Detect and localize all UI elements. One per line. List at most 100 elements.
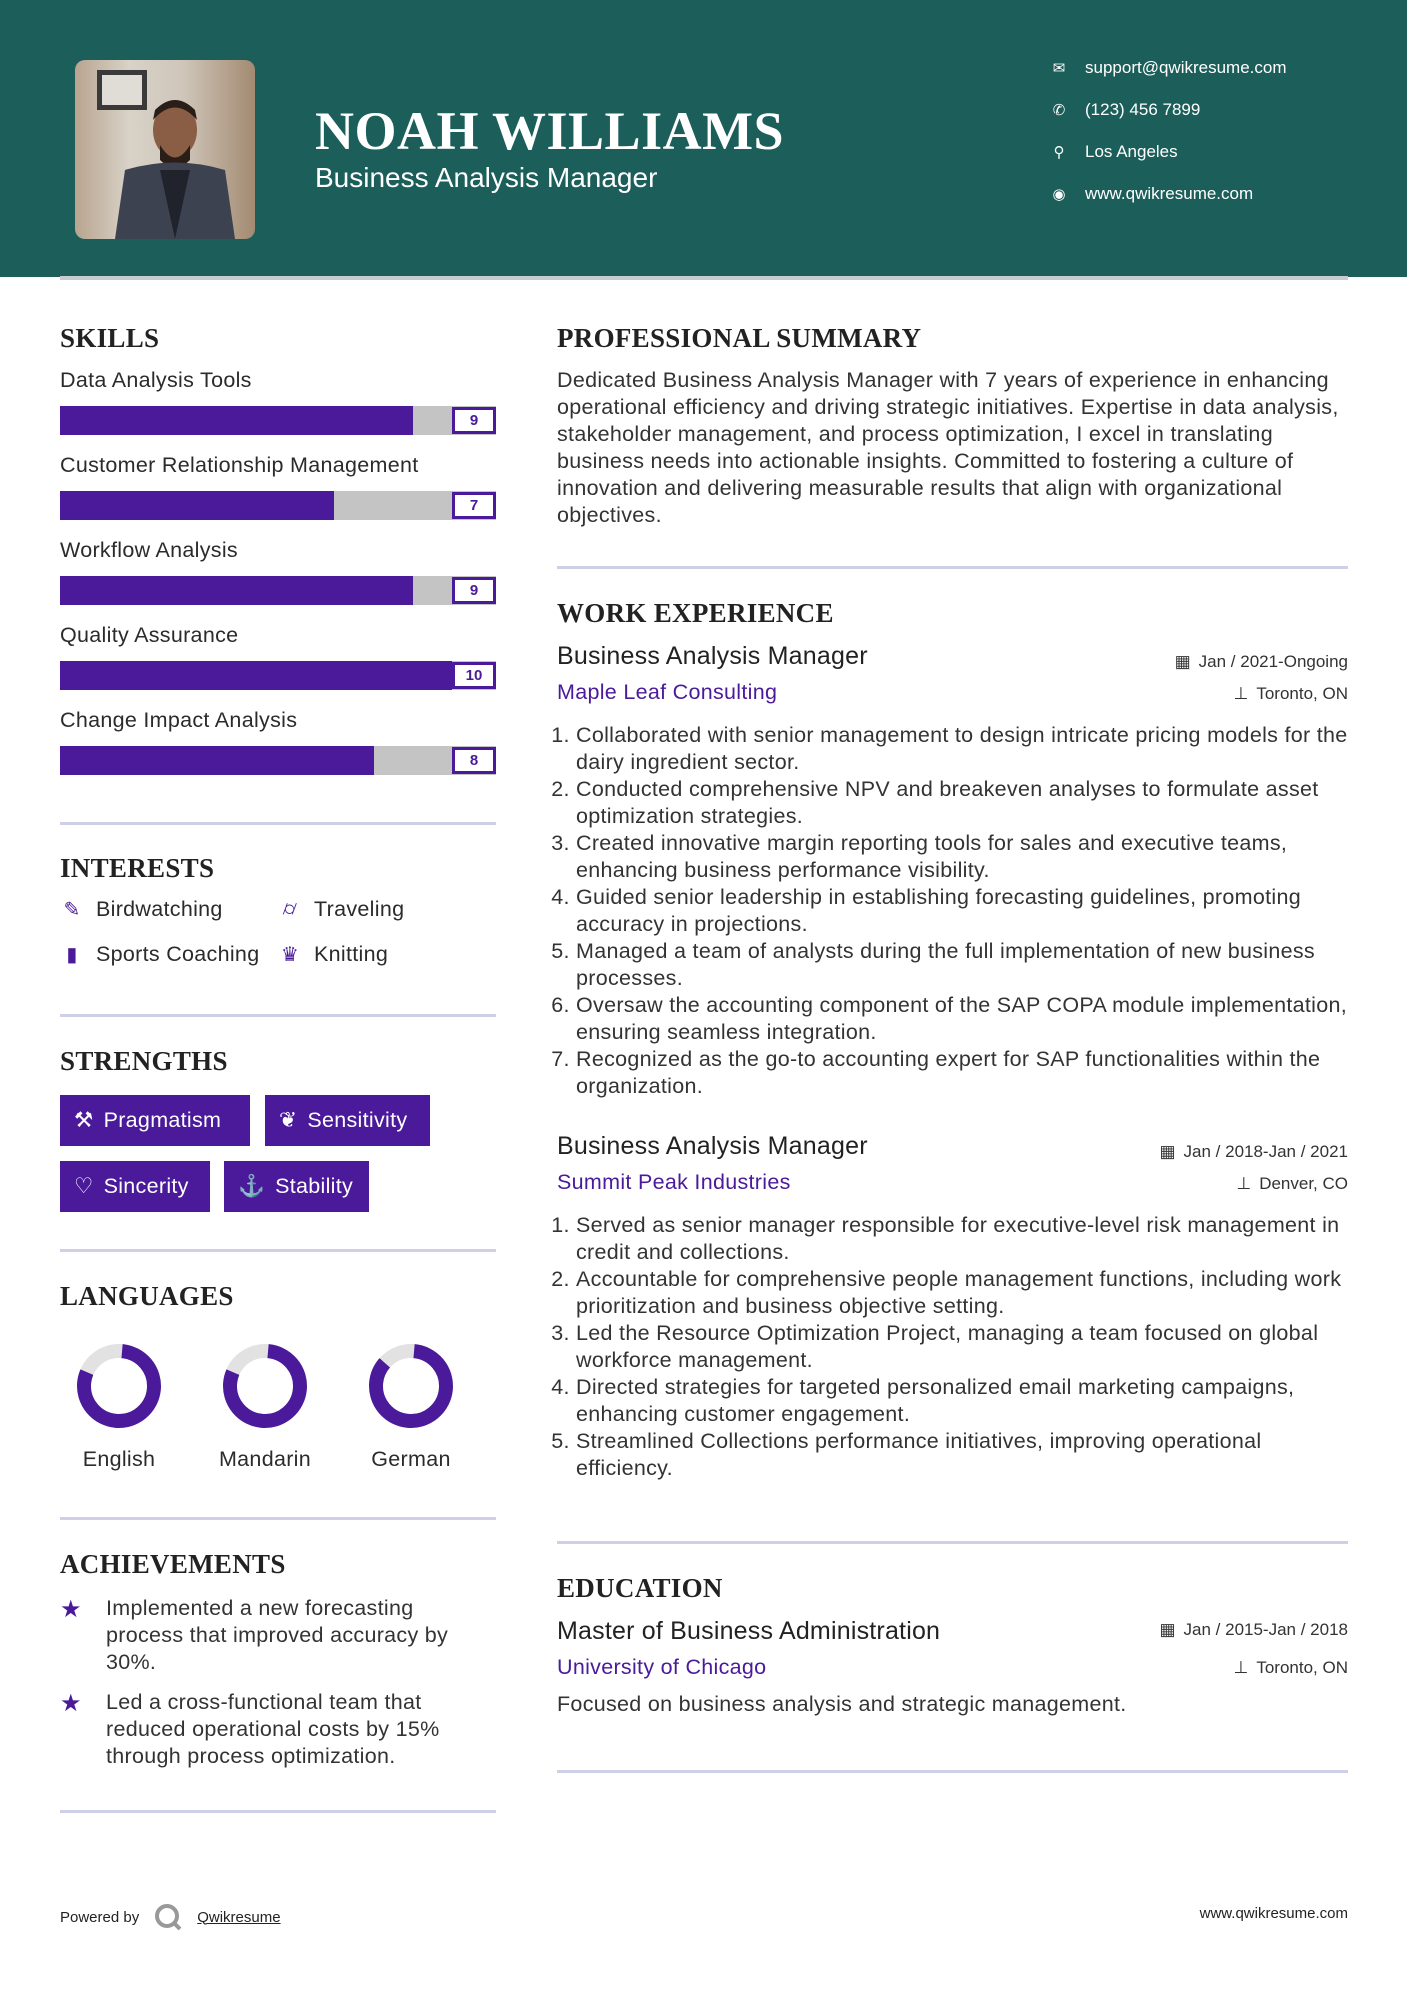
trophy-icon: ♛ [280,944,300,966]
interest-item: ✎ Birdwatching [60,897,223,922]
language-label: English [82,1447,156,1471]
strength-label: Stability [275,1174,354,1198]
divider [557,566,1348,569]
location-text: Los Angeles [1085,142,1178,161]
gavel-icon: ⚒ [74,1108,94,1132]
heart-icon: ♡ [74,1174,94,1198]
job-bullet: Guided senior leadership in establishing… [576,884,1348,938]
job-title: Business Analysis Manager [557,1132,868,1160]
job-bullets: Served as senior manager responsible for… [557,1212,1348,1482]
degree: Master of Business Administration [557,1617,941,1645]
leaf-icon: ❦ [279,1108,298,1132]
star-icon: ★ [60,1690,82,1717]
calendar-icon: ▦ [1159,1620,1176,1639]
achievement-item: ★ Implemented a new forecasting process t… [60,1595,496,1676]
job-bullet: Streamlined Collections performance init… [576,1428,1348,1482]
languages-heading: LANGUAGES [60,1281,234,1311]
skill-name: Data Analysis Tools [60,368,252,392]
divider [60,1810,496,1813]
qwikresume-link[interactable]: Qwikresume [197,1908,281,1926]
achievement-text: Led a cross-functional team that reduced… [106,1690,440,1768]
skill-level: 7 [452,492,496,519]
strength-tag: ⚓ Stability [224,1161,369,1212]
strength-tag: ♡ Sincerity [60,1161,210,1212]
contact-email[interactable]: ✉ support@qwikresume.com [1051,58,1287,78]
skill-level: 10 [452,662,496,689]
skill-name: Quality Assurance [60,623,239,647]
strength-label: Sensitivity [307,1108,408,1132]
strength-label: Pragmatism [103,1108,222,1132]
skill-bar-fill [60,576,413,605]
job-dates: ▦ Jan / 2018-Jan / 2021 [1159,1142,1348,1162]
interest-item: ♛ Knitting [278,942,388,967]
job-bullet: Accountable for comprehensive people man… [576,1266,1348,1320]
job-bullets: Collaborated with senior management to d… [557,722,1348,1100]
divider [557,1541,1348,1544]
location-text: Toronto, ON [1256,1658,1348,1677]
skill-bar-fill [60,661,452,690]
job-title: Business Analysis Manager [557,642,868,670]
interests-heading: INTERESTS [60,853,215,883]
job-bullet: Managed a team of analysts during the fu… [576,938,1348,992]
language-label: German [371,1447,451,1471]
job-bullet: Led the Resource Optimization Project, m… [576,1320,1348,1374]
skill-name: Customer Relationship Management [60,453,419,477]
experience-heading: WORK EXPERIENCE [557,598,834,628]
anchor-icon: ⚓ [238,1174,266,1198]
achievement-text: Implemented a new forecasting process th… [106,1596,449,1674]
company-name: Summit Peak Industries [557,1170,791,1194]
job-bullet: Created innovative margin reporting tool… [576,830,1348,884]
skill-name: Change Impact Analysis [60,708,298,732]
map-marker-icon: ⚲ [1053,144,1065,161]
contact-location: ⚲ Los Angeles [1051,142,1178,162]
interest-label: Sports Coaching [96,942,260,966]
skill-bar: 9 [60,576,496,605]
website-text: www.qwikresume.com [1085,184,1254,203]
divider [60,1249,496,1252]
contact-website[interactable]: ◉ www.qwikresume.com [1051,184,1253,204]
briefcase-icon: ▮ [66,944,78,966]
interest-item: ⌭ Traveling [278,897,404,922]
edit-icon: ✎ [63,899,81,921]
divider [60,822,496,825]
calendar-icon: ▦ [1159,1142,1176,1161]
divider [557,1770,1348,1773]
skill-bar-fill [60,406,413,435]
strength-label: Sincerity [103,1174,189,1198]
header-divider [60,276,1348,280]
strength-tag: ❦ Sensitivity [265,1095,430,1146]
school-name: University of Chicago [557,1655,767,1679]
skill-level: 9 [452,577,496,604]
contact-phone[interactable]: ✆ (123) 456 7899 [1051,100,1201,120]
skill-item: Quality Assurance 10 [60,623,496,690]
globe-icon: ◉ [1052,186,1066,203]
phone-text: (123) 456 7899 [1085,100,1201,119]
job-dates: ▦ Jan / 2021-Ongoing [1175,652,1348,672]
binoculars-icon: ⌭ [282,898,298,920]
pin-icon: ⊥ [1236,1174,1252,1193]
education-heading: EDUCATION [557,1573,723,1603]
skill-bar-fill [60,491,335,520]
location-text: Denver, CO [1259,1174,1348,1193]
footer-website[interactable]: www.qwikresume.com [1199,1905,1348,1922]
email-text: support@qwikresume.com [1085,58,1287,77]
powered-by: Powered by Qwikresume [60,1902,281,1932]
job-bullet: Served as senior manager responsible for… [576,1212,1348,1266]
pin-icon: ⊥ [1233,684,1249,703]
skill-bar-fill [60,746,374,775]
language-donut-fill [77,1344,161,1428]
achievements-heading: ACHIEVEMENTS [60,1549,286,1579]
job-location: ⊥ Toronto, ON [1234,684,1348,704]
divider [60,1014,496,1017]
job-bullet: Recognized as the go-to accounting exper… [576,1046,1348,1100]
skill-level: 8 [452,747,496,774]
interest-item: ▮ Sports Coaching [60,942,259,967]
skill-bar: 8 [60,746,496,775]
skill-item: Workflow Analysis 9 [60,538,496,605]
dates-text: Jan / 2015-Jan / 2018 [1183,1620,1348,1639]
summary-heading: PROFESSIONAL SUMMARY [557,323,922,353]
qwikresume-logo-icon [155,1904,182,1931]
envelope-icon: ✉ [1052,60,1066,77]
phone-icon: ✆ [1052,102,1066,119]
strength-tag: ⚒ Pragmatism [60,1095,250,1146]
